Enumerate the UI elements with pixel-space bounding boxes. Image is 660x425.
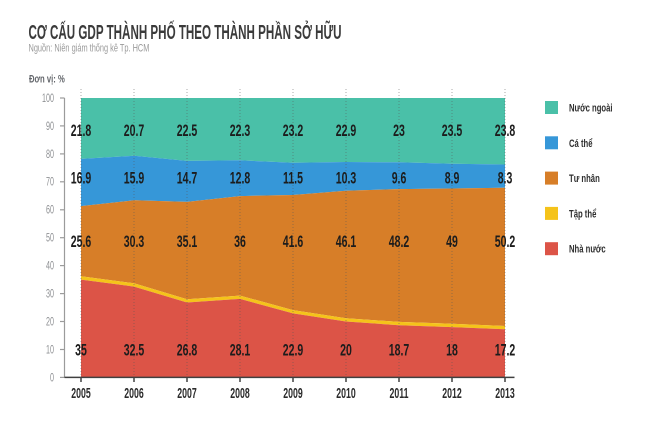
svg-text:Nước ngoài: Nước ngoài: [569, 102, 613, 115]
svg-text:18: 18: [446, 340, 458, 359]
svg-text:46.1: 46.1: [336, 232, 357, 251]
svg-text:36: 36: [234, 232, 246, 251]
svg-text:23: 23: [393, 121, 405, 140]
svg-text:20: 20: [46, 316, 54, 329]
svg-text:18.7: 18.7: [389, 340, 410, 359]
svg-text:11.5: 11.5: [283, 168, 303, 187]
svg-text:2005: 2005: [71, 385, 91, 402]
svg-text:Đơn vị: %: Đơn vị: %: [29, 73, 65, 86]
svg-text:41.6: 41.6: [283, 232, 304, 251]
svg-text:10.3: 10.3: [336, 168, 357, 187]
svg-text:28.1: 28.1: [230, 340, 251, 359]
svg-text:17.2: 17.2: [495, 340, 516, 359]
svg-text:CƠ CẤU GDP THÀNH PHỐ THEO THÀN: CƠ CẤU GDP THÀNH PHỐ THEO THÀNH PHẦN SỞ …: [29, 19, 342, 43]
svg-text:Nhà nước: Nhà nước: [569, 243, 606, 256]
svg-text:50.2: 50.2: [495, 232, 516, 251]
svg-text:8.3: 8.3: [498, 168, 513, 187]
svg-text:50: 50: [46, 232, 54, 245]
svg-text:100: 100: [42, 92, 54, 105]
svg-text:35: 35: [75, 340, 87, 359]
svg-text:2013: 2013: [495, 385, 515, 402]
svg-text:16.9: 16.9: [71, 168, 92, 187]
svg-text:2009: 2009: [283, 385, 303, 402]
svg-text:25.6: 25.6: [71, 232, 92, 251]
svg-text:0: 0: [50, 372, 54, 385]
svg-text:12.8: 12.8: [230, 168, 251, 187]
svg-text:22.9: 22.9: [336, 121, 357, 140]
svg-text:2008: 2008: [230, 385, 250, 402]
svg-text:2012: 2012: [442, 385, 462, 402]
svg-text:8.9: 8.9: [445, 168, 460, 187]
svg-text:23.8: 23.8: [495, 121, 516, 140]
svg-text:80: 80: [46, 148, 54, 161]
svg-text:20: 20: [340, 340, 352, 359]
svg-text:Nguồn: Niên giám thống kê Tp.: Nguồn: Niên giám thống kê Tp. HCM: [29, 42, 150, 54]
svg-text:23.2: 23.2: [283, 121, 304, 140]
svg-text:22.3: 22.3: [230, 121, 251, 140]
svg-text:26.8: 26.8: [177, 340, 198, 359]
svg-text:15.9: 15.9: [124, 168, 145, 187]
svg-text:30: 30: [46, 288, 54, 301]
svg-text:Tư nhân: Tư nhân: [569, 173, 600, 186]
svg-text:2007: 2007: [177, 385, 197, 402]
svg-text:40: 40: [46, 260, 54, 273]
svg-text:20.7: 20.7: [124, 121, 145, 140]
svg-text:2010: 2010: [336, 385, 356, 402]
svg-text:22.9: 22.9: [283, 340, 304, 359]
svg-text:21.8: 21.8: [71, 121, 92, 140]
svg-text:30.3: 30.3: [124, 232, 145, 251]
svg-text:22.5: 22.5: [177, 121, 198, 140]
svg-text:Tập thể: Tập thể: [569, 208, 597, 221]
svg-text:32.5: 32.5: [124, 340, 145, 359]
svg-text:2006: 2006: [124, 385, 144, 402]
svg-text:49: 49: [446, 232, 458, 251]
svg-text:70: 70: [46, 176, 54, 189]
svg-text:Cá thể: Cá thể: [569, 138, 593, 151]
svg-text:48.2: 48.2: [389, 232, 410, 251]
svg-text:35.1: 35.1: [177, 232, 198, 251]
svg-text:2011: 2011: [390, 385, 409, 402]
svg-text:90: 90: [46, 120, 54, 133]
svg-text:60: 60: [46, 204, 54, 217]
svg-text:9.6: 9.6: [392, 168, 407, 187]
svg-text:10: 10: [46, 344, 54, 357]
svg-text:23.5: 23.5: [442, 121, 463, 140]
svg-text:14.7: 14.7: [177, 168, 198, 187]
